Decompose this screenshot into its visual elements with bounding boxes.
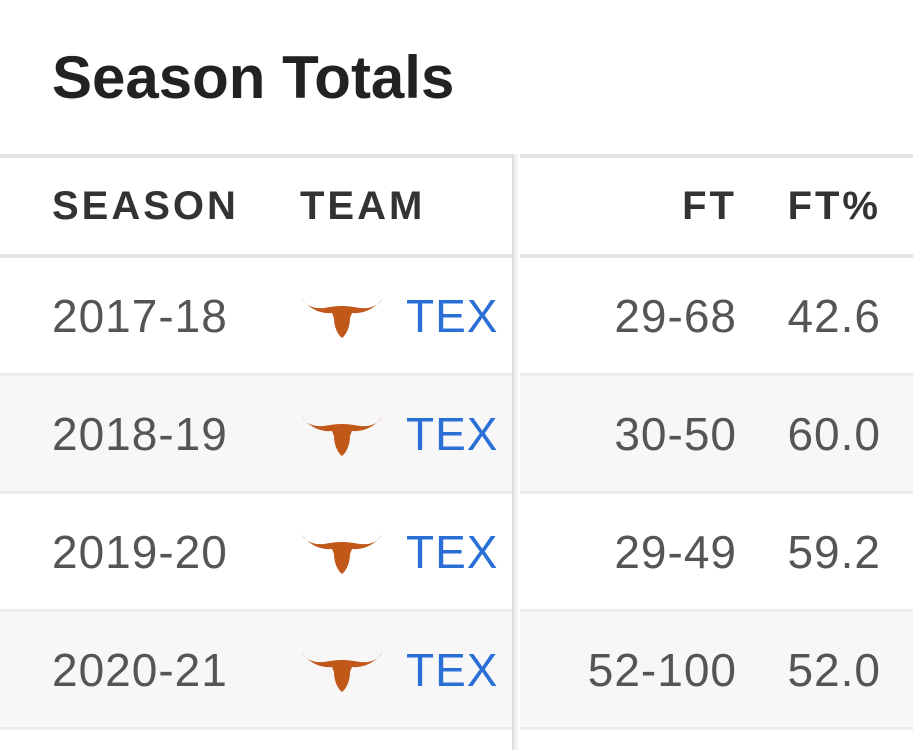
team-link[interactable]: TEX <box>406 525 499 578</box>
ft-cell: 29-68 <box>614 289 737 342</box>
page-title: Season Totals <box>52 44 455 111</box>
column-header-ft-pct[interactable]: FT% <box>787 183 881 228</box>
team-link[interactable]: TEX <box>406 643 499 696</box>
ft-pct-cell: 60.0 <box>787 407 881 460</box>
ft-cell: 30-50 <box>614 407 737 460</box>
ft-pct-cell: 52.0 <box>787 643 881 696</box>
ft-pct-cell: 42.6 <box>787 289 881 342</box>
team-link[interactable]: TEX <box>406 289 499 342</box>
team-cell: TEX <box>300 376 498 491</box>
table-row: 2020-21 TEX 52-100 52.0 <box>0 612 913 730</box>
table-row: 2017-18 TEX 29-68 42.6 <box>0 258 913 376</box>
ft-cell: 29-49 <box>614 525 737 578</box>
column-header-team[interactable]: TEAM <box>300 183 426 228</box>
ft-pct-cell: 59.2 <box>787 525 881 578</box>
team-link[interactable]: TEX <box>406 407 499 460</box>
column-header-season[interactable]: SEASON <box>52 183 239 228</box>
team-cell: TEX <box>300 494 498 609</box>
team-cell: TEX <box>300 258 498 373</box>
table-row: 2018-19 TEX 30-50 60.0 <box>0 376 913 494</box>
season-cell: 2019-20 <box>52 525 228 578</box>
table-header-row: SEASON TEAM FT FT% <box>0 154 913 258</box>
column-header-ft[interactable]: FT <box>682 183 737 228</box>
season-totals-table: SEASON TEAM FT FT% 2017-18 TEX 29-68 42.… <box>0 154 913 750</box>
ft-cell: 52-100 <box>587 643 737 696</box>
longhorn-icon <box>301 651 383 692</box>
frozen-column-divider <box>512 154 520 750</box>
season-cell: 2020-21 <box>52 643 228 696</box>
team-cell: TEX <box>300 612 498 727</box>
longhorn-icon <box>301 297 383 338</box>
table-row: 2019-20 TEX 29-49 59.2 <box>0 494 913 612</box>
season-cell: 2018-19 <box>52 407 228 460</box>
season-cell: 2017-18 <box>52 289 228 342</box>
longhorn-icon <box>301 533 383 574</box>
longhorn-icon <box>301 415 383 456</box>
